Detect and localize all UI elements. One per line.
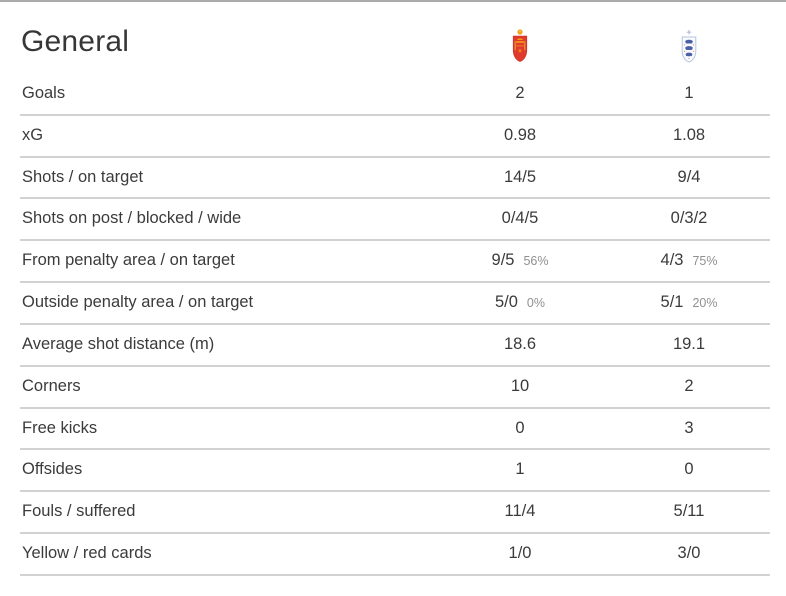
stat-row: Offsides 1 0	[20, 450, 770, 493]
stat-label: Fouls / suffered	[22, 502, 136, 521]
stat-label: Shots on post / blocked / wide	[22, 209, 242, 228]
home-value: 9/5	[491, 251, 515, 270]
away-value-cell: 1.08	[619, 116, 759, 156]
stat-label: Goals	[22, 84, 66, 102]
home-value-cell: 9/5 56%	[450, 241, 590, 281]
away-value-cell: 0/3/2	[619, 199, 759, 239]
stat-label: Average shot distance (m)	[22, 334, 215, 353]
home-value-cell: 1	[450, 450, 590, 490]
home-value-cell: 11/4	[450, 492, 590, 532]
away-value: 0/3/2	[670, 209, 708, 228]
stat-row: Fouls / suffered 11/4 5/11	[20, 492, 770, 535]
home-value-cell: 5/0 0%	[450, 283, 590, 323]
away-value: 5/1	[660, 293, 684, 312]
top-divider	[0, 0, 786, 2]
home-value-cell: 18.6	[450, 325, 590, 365]
home-value: 5/0	[494, 293, 518, 312]
stat-row: Shots on post / blocked / wide 0/4/5 0/3…	[20, 199, 770, 242]
stat-row: Shots / on target 14/5 9/4	[20, 158, 770, 200]
home-value-cell: 10	[450, 367, 590, 407]
home-value-cell: 2	[450, 74, 590, 114]
away-value: 0	[684, 460, 694, 479]
away-value: 5/11	[673, 502, 705, 521]
away-value-cell: 3/0	[619, 534, 759, 574]
away-value: 4/3	[660, 251, 684, 270]
stat-label: Corners	[22, 376, 81, 395]
away-value-cell: 0	[619, 450, 759, 490]
home-value: 2	[515, 84, 525, 102]
home-value: 18.6	[503, 334, 537, 353]
away-value-cell: 9/4	[619, 158, 759, 198]
home-percent: 0%	[526, 296, 545, 311]
home-value: 0.98	[503, 125, 537, 144]
stat-label: xG	[22, 125, 44, 144]
away-value: 9/4	[677, 167, 701, 186]
away-value: 19.1	[672, 334, 706, 353]
away-value-cell: 3	[619, 409, 759, 449]
home-value-cell: 0.98	[450, 116, 590, 156]
away-percent: 20%	[692, 296, 718, 311]
away-value-cell: 5/1 20%	[619, 283, 759, 323]
home-value: 14/5	[503, 167, 537, 186]
england-crest-icon	[681, 29, 697, 63]
stat-label: Offsides	[22, 460, 83, 479]
home-value: 1	[515, 460, 525, 479]
stat-label: Free kicks	[22, 418, 98, 437]
stat-row: Free kicks 0 3	[20, 409, 770, 451]
stat-row: Yellow / red cards 1/0 3/0	[20, 534, 770, 576]
away-value-cell: 2	[619, 367, 759, 407]
stat-label: From penalty area / on target	[22, 251, 235, 270]
home-value: 11/4	[504, 502, 536, 521]
home-value-cell: 0/4/5	[450, 199, 590, 239]
away-percent: 75%	[692, 254, 718, 269]
page-title: General	[21, 25, 130, 58]
stats-table: Goals 2 1 xG 0.98 1.08 Shots / on target…	[20, 74, 770, 576]
home-value-cell: 1/0	[450, 534, 590, 574]
home-value: 1/0	[508, 544, 532, 563]
away-value: 2	[684, 376, 694, 395]
spain-crest-icon	[512, 29, 528, 63]
away-value-cell: 4/3 75%	[619, 241, 759, 281]
stat-row: Goals 2 1	[20, 74, 770, 116]
stat-row: From penalty area / on target 9/5 56% 4/3…	[20, 241, 770, 284]
away-value-cell: 5/11	[619, 492, 759, 532]
away-value: 1	[684, 84, 694, 102]
stat-label: Shots / on target	[22, 167, 144, 186]
away-value-cell: 19.1	[619, 325, 759, 365]
stat-label: Outside penalty area / on target	[22, 293, 254, 312]
home-value: 10	[510, 376, 530, 395]
stat-row: Average shot distance (m) 18.6 19.1	[20, 325, 770, 367]
home-percent: 56%	[523, 254, 549, 269]
stat-row: Outside penalty area / on target 5/0 0% 5…	[20, 283, 770, 325]
home-value: 0/4/5	[501, 209, 539, 228]
panel-header: General	[0, 0, 786, 74]
home-value-cell: 0	[450, 409, 590, 449]
away-value: 1.08	[672, 125, 706, 144]
stat-label: Yellow / red cards	[22, 544, 152, 563]
home-value-cell: 14/5	[450, 158, 590, 198]
away-value: 3	[684, 418, 694, 437]
stat-row: Corners 10 2	[20, 367, 770, 409]
stat-row: xG 0.98 1.08	[20, 116, 770, 158]
home-value: 0	[515, 418, 525, 437]
away-value: 3/0	[677, 544, 701, 563]
away-value-cell: 1	[619, 74, 759, 114]
